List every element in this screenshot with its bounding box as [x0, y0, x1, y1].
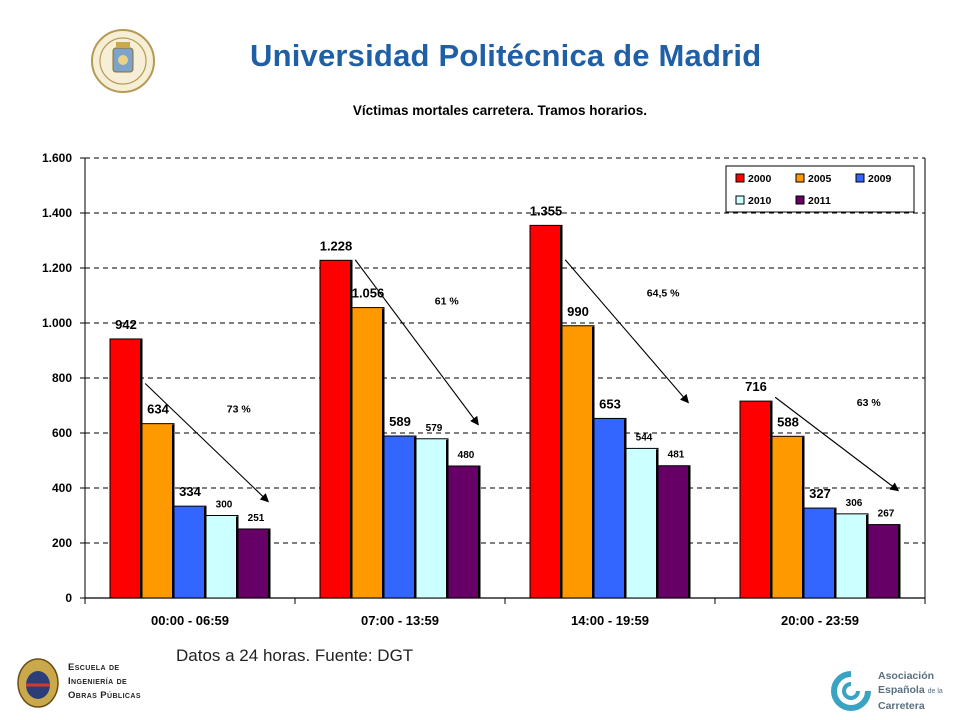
legend-swatch [735, 195, 745, 205]
legend-box [725, 165, 915, 213]
data-label: 334 [179, 484, 201, 499]
upm-seal-logo [91, 29, 155, 93]
bar [529, 224, 563, 599]
bar [561, 325, 595, 599]
aec-line: de la [927, 688, 943, 695]
data-labels: 942 1.228 1.355 716 634 1.056 990 588 334 589 653 3… [115, 203, 895, 524]
legend-swatch [855, 173, 865, 183]
bar [237, 528, 271, 599]
escuela-logo [17, 658, 59, 708]
reduction-label: 61 % [435, 295, 460, 307]
chart-title: Víctimas mortales carretera. Tramos hora… [353, 103, 647, 118]
bar [867, 524, 901, 599]
data-label: 480 [458, 450, 475, 461]
aec-name: Asociación Española de la Carretera [878, 669, 943, 713]
bar [383, 435, 417, 599]
data-label: 1.228 [320, 238, 353, 253]
reduction-arrow [564, 259, 689, 404]
reduction-label: 73 % [227, 404, 252, 416]
y-tick-label: 1.000 [42, 316, 72, 330]
bar [593, 417, 627, 599]
bar [447, 465, 481, 599]
legend-label: 2005 [808, 173, 832, 185]
data-label: 251 [248, 513, 265, 524]
x-tick-label: 00:00 - 06:59 [151, 613, 229, 628]
reduction-label: 63 % [857, 397, 882, 409]
legend-swatch [795, 195, 805, 205]
bar [415, 438, 449, 599]
aec-line: Asociación [878, 670, 935, 682]
y-tick-label: 800 [52, 371, 72, 385]
escuela-name: Escuela de Ingeniería de Obras Públicas [68, 661, 141, 703]
escuela-line: Obras Públicas [68, 690, 141, 701]
legend-label: 2000 [748, 173, 772, 185]
aec-logo [831, 671, 871, 711]
y-tick-label: 1.200 [42, 261, 72, 275]
x-tick-label: 14:00 - 19:59 [571, 613, 649, 628]
bar [319, 259, 353, 599]
y-tick-label: 1.600 [42, 151, 72, 165]
reduction-arrow [144, 383, 270, 503]
y-tick-label: 200 [52, 536, 72, 550]
data-label: 653 [599, 396, 621, 411]
bar-chart: Víctimas mortales carretera. Tramos hora… [42, 103, 926, 628]
escuela-line: Ingeniería de [68, 676, 128, 687]
legend-swatch [735, 173, 745, 183]
data-label: 588 [777, 414, 799, 429]
bar [803, 507, 837, 599]
source-note: Datos a 24 horas. Fuente: DGT [176, 646, 414, 665]
legend-swatch [795, 173, 805, 183]
reduction-arrow [354, 259, 479, 426]
annotations: 73 % 61 % 64,5 % 63 % [144, 259, 900, 503]
data-label: 942 [115, 317, 137, 332]
data-label: 300 [216, 500, 233, 511]
aec-line: Carretera [878, 700, 925, 712]
reduction-arrow [774, 396, 900, 492]
legend-label: 2011 [808, 195, 831, 207]
bar [173, 505, 207, 599]
data-label: 634 [147, 402, 169, 417]
y-tick-label: 400 [52, 481, 72, 495]
bar [109, 338, 143, 599]
bar [739, 400, 773, 599]
bar [835, 513, 869, 599]
x-tick-label: 20:00 - 23:59 [781, 613, 859, 628]
data-label: 267 [878, 509, 895, 520]
data-label: 306 [846, 498, 863, 509]
data-label: 990 [567, 304, 589, 319]
x-tick-label: 07:00 - 13:59 [361, 613, 439, 628]
bar [205, 515, 239, 599]
bar [657, 465, 691, 599]
legend-label: 2010 [748, 195, 772, 207]
bar [625, 447, 659, 599]
bar [771, 435, 805, 599]
data-label: 579 [426, 423, 443, 434]
page-title: Universidad Politécnica de Madrid [250, 38, 762, 73]
data-label: 716 [745, 379, 767, 394]
bars [109, 224, 901, 599]
bar [351, 307, 385, 599]
y-tick-label: 0 [65, 591, 72, 605]
legend: 2000 2005 2009 2010 2011 [725, 165, 915, 213]
data-label: 1.355 [530, 203, 563, 218]
data-label: 327 [809, 486, 831, 501]
aec-line: Española [878, 684, 925, 696]
legend-label: 2009 [868, 173, 892, 185]
bar [141, 423, 175, 599]
data-label: 544 [636, 432, 653, 443]
data-label: 481 [668, 450, 685, 461]
escuela-line: Escuela de [68, 662, 120, 673]
reduction-label: 64,5 % [647, 287, 680, 299]
y-tick-label: 1.400 [42, 206, 72, 220]
data-label: 589 [389, 414, 411, 429]
y-tick-label: 600 [52, 426, 72, 440]
data-label: 1.056 [352, 286, 385, 301]
